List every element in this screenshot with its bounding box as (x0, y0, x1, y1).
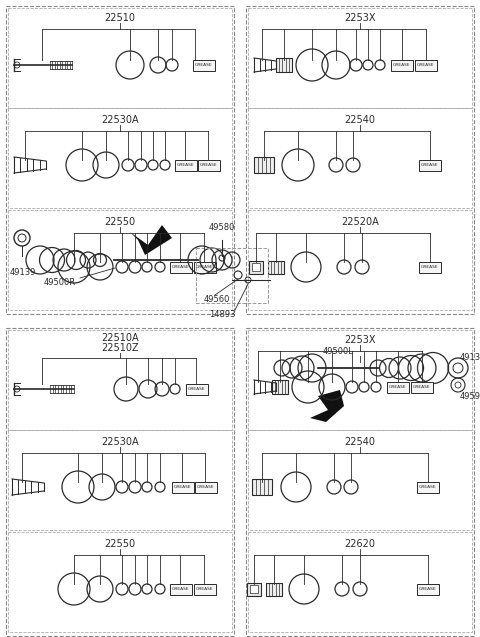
FancyBboxPatch shape (249, 261, 263, 273)
FancyBboxPatch shape (198, 159, 220, 171)
FancyBboxPatch shape (195, 482, 217, 492)
FancyBboxPatch shape (419, 159, 441, 171)
FancyBboxPatch shape (266, 582, 282, 596)
Text: GREASE: GREASE (195, 63, 213, 67)
Text: 22550: 22550 (105, 539, 135, 549)
Text: GREASE: GREASE (389, 385, 407, 389)
Text: 2253X: 2253X (344, 335, 376, 345)
Text: 22520A: 22520A (341, 217, 379, 227)
Text: 22510Z: 22510Z (101, 343, 139, 353)
Polygon shape (310, 390, 344, 422)
FancyBboxPatch shape (276, 58, 292, 72)
Text: GREASE: GREASE (174, 485, 192, 489)
Text: 2253X: 2253X (344, 13, 376, 23)
Text: 22550: 22550 (105, 217, 135, 227)
Text: GREASE: GREASE (421, 163, 439, 167)
FancyBboxPatch shape (387, 382, 409, 392)
FancyBboxPatch shape (419, 262, 441, 273)
Text: GREASE: GREASE (419, 587, 437, 591)
Text: 49560: 49560 (204, 295, 230, 304)
FancyBboxPatch shape (411, 382, 433, 392)
FancyBboxPatch shape (250, 585, 258, 592)
FancyBboxPatch shape (193, 59, 215, 71)
Text: 22530A: 22530A (101, 437, 139, 447)
Polygon shape (130, 225, 172, 255)
Text: 14893: 14893 (209, 310, 235, 319)
Text: 49139: 49139 (460, 353, 480, 362)
Text: 22620: 22620 (345, 539, 375, 549)
FancyBboxPatch shape (417, 583, 439, 594)
FancyBboxPatch shape (175, 159, 197, 171)
Text: GREASE: GREASE (196, 265, 214, 269)
Text: 22510A: 22510A (101, 333, 139, 343)
Text: GREASE: GREASE (417, 63, 435, 67)
FancyBboxPatch shape (172, 482, 194, 492)
FancyBboxPatch shape (170, 262, 192, 273)
FancyBboxPatch shape (186, 383, 208, 394)
Text: GREASE: GREASE (172, 587, 190, 591)
Text: 49500R: 49500R (44, 278, 76, 287)
Text: 49590A: 49590A (460, 392, 480, 401)
FancyBboxPatch shape (170, 583, 192, 594)
FancyBboxPatch shape (252, 479, 272, 495)
Text: GREASE: GREASE (172, 265, 190, 269)
Text: GREASE: GREASE (200, 163, 218, 167)
Text: GREASE: GREASE (393, 63, 411, 67)
FancyBboxPatch shape (194, 583, 216, 594)
Text: 49139: 49139 (10, 268, 36, 277)
Text: 49580: 49580 (209, 223, 235, 232)
Text: 22510: 22510 (105, 13, 135, 23)
FancyBboxPatch shape (194, 262, 216, 273)
FancyBboxPatch shape (391, 59, 413, 71)
FancyBboxPatch shape (272, 380, 288, 394)
Text: GREASE: GREASE (197, 485, 215, 489)
Text: GREASE: GREASE (196, 587, 214, 591)
FancyBboxPatch shape (247, 582, 261, 596)
FancyBboxPatch shape (254, 157, 274, 173)
Text: 22540: 22540 (345, 437, 375, 447)
Text: 49500L: 49500L (323, 347, 353, 356)
FancyBboxPatch shape (415, 59, 437, 71)
Text: GREASE: GREASE (413, 385, 431, 389)
FancyBboxPatch shape (417, 482, 439, 492)
Text: 22540: 22540 (345, 115, 375, 125)
Text: 22530A: 22530A (101, 115, 139, 125)
Text: GREASE: GREASE (188, 387, 206, 391)
Text: GREASE: GREASE (419, 485, 437, 489)
FancyBboxPatch shape (252, 264, 260, 271)
FancyBboxPatch shape (268, 261, 284, 273)
Text: GREASE: GREASE (177, 163, 195, 167)
Text: GREASE: GREASE (421, 265, 439, 269)
